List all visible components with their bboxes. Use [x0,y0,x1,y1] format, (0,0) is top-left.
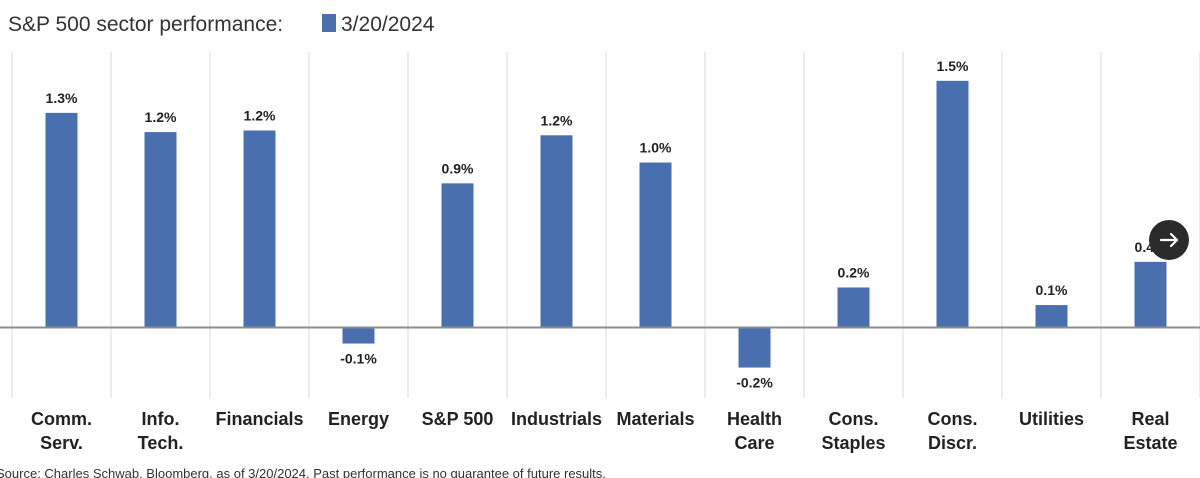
value-label: 1.2% [244,107,276,123]
category-label: Industrials [511,409,602,429]
category-label: Staples [821,433,885,453]
next-slide-button[interactable] [1149,220,1189,260]
bar [738,327,771,368]
legend-swatch [322,14,336,32]
category-label: Info. [142,409,180,429]
value-label: 0.1% [1036,282,1068,298]
bar [1035,305,1068,328]
bar [540,135,573,328]
category-label: Cons. [828,409,878,429]
bar [441,183,474,328]
category-label: Discr. [928,433,977,453]
legend-label: 3/20/2024 [341,13,435,36]
value-label: 0.9% [442,160,474,176]
value-label: 1.3% [46,90,78,106]
bar [936,80,969,328]
category-label: S&P 500 [422,409,494,429]
category-label: Comm. [31,409,92,429]
arrow-right-icon [1159,232,1179,248]
grid-lines [11,52,1200,398]
bar [1134,261,1167,328]
chart-title: S&P 500 sector performance: [8,13,283,36]
category-label: Energy [328,409,389,429]
category-label: Materials [616,409,694,429]
value-label: 1.5% [937,58,969,74]
category-label: Health [727,409,782,429]
value-label: 1.0% [640,140,672,156]
bar [837,287,870,328]
category-label: Utilities [1019,409,1084,429]
value-label: 1.2% [541,112,573,128]
category-label: Serv. [40,433,83,453]
source-note: Source: Charles Schwab, Bloomberg, as of… [0,466,606,478]
bar [639,162,672,328]
value-label: -0.2% [736,375,773,391]
bars [45,80,1167,368]
category-label: Real [1131,409,1169,429]
value-label: 0.2% [838,264,870,280]
bar [243,130,276,328]
category-label: Tech. [138,433,184,453]
value-label: -0.1% [340,351,377,367]
bar [144,132,177,328]
category-labels: Comm. Serv. Info. Tech. Financials Energy S&P … [31,409,1178,453]
bar [45,112,78,328]
category-label: Financials [215,409,303,429]
category-label: Estate [1123,433,1177,453]
bar [342,327,375,344]
category-label: Cons. [927,409,977,429]
category-label: Care [734,433,774,453]
value-label: 1.2% [145,109,177,125]
